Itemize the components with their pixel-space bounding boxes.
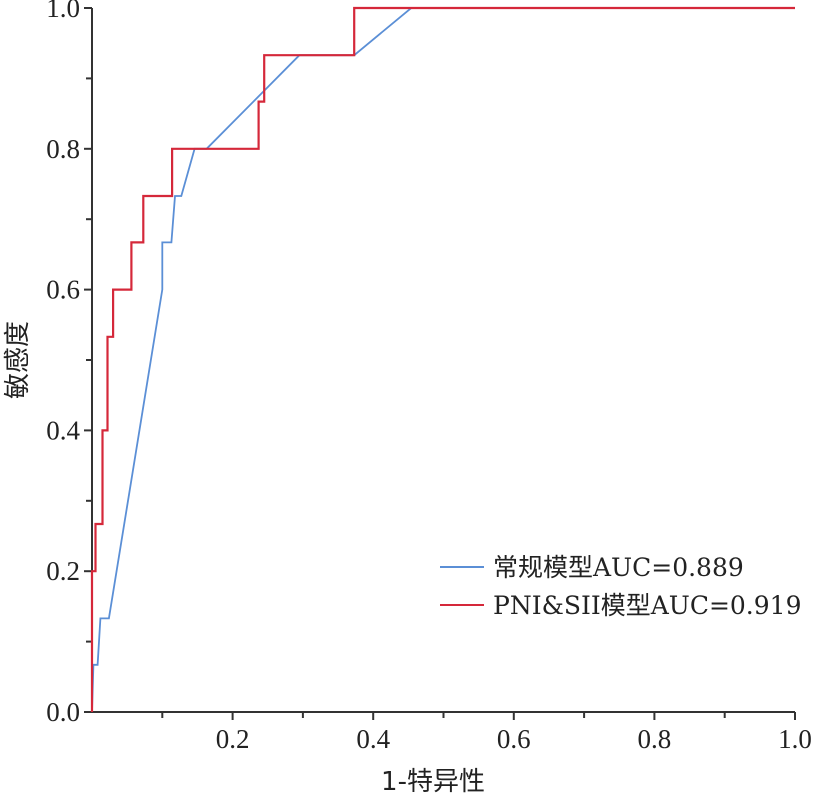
legend-entry: PNI&SII模型AUC=0.919 bbox=[493, 591, 801, 620]
y-axis-label: 敏感度 bbox=[3, 321, 33, 399]
y-tick-label: 0.4 bbox=[46, 415, 80, 445]
x-tick-label: 0.6 bbox=[497, 724, 531, 754]
y-tick-label: 0.0 bbox=[46, 697, 80, 727]
x-ticks: 0.2 0.4 0.6 0.8 1.0 bbox=[161, 712, 812, 754]
axes: 0.2 0.4 0.6 0.8 1.0 0.0 0.2 0.4 0.6 0.8 1.0 bbox=[46, 0, 812, 754]
x-tick-label: 0.8 bbox=[638, 724, 672, 754]
legend: 常规模型AUC=0.889 PNI&SII模型AUC=0.919 bbox=[440, 553, 801, 620]
y-tick-label: 0.2 bbox=[46, 556, 80, 586]
y-tick-label: 1.0 bbox=[46, 0, 80, 23]
y-tick-label: 0.6 bbox=[46, 275, 80, 305]
y-ticks: 0.0 0.2 0.4 0.6 0.8 1.0 bbox=[46, 0, 92, 727]
x-tick-label: 0.2 bbox=[216, 724, 250, 754]
x-tick-label: 0.4 bbox=[356, 724, 390, 754]
plot-area bbox=[90, 6, 795, 713]
x-tick-label: 1.0 bbox=[778, 724, 812, 754]
y-tick-label: 0.8 bbox=[46, 134, 80, 164]
x-axis-label: 1-特异性 bbox=[381, 767, 485, 797]
legend-entry: 常规模型AUC=0.889 bbox=[493, 553, 744, 582]
series-line-2 bbox=[90, 6, 795, 712]
